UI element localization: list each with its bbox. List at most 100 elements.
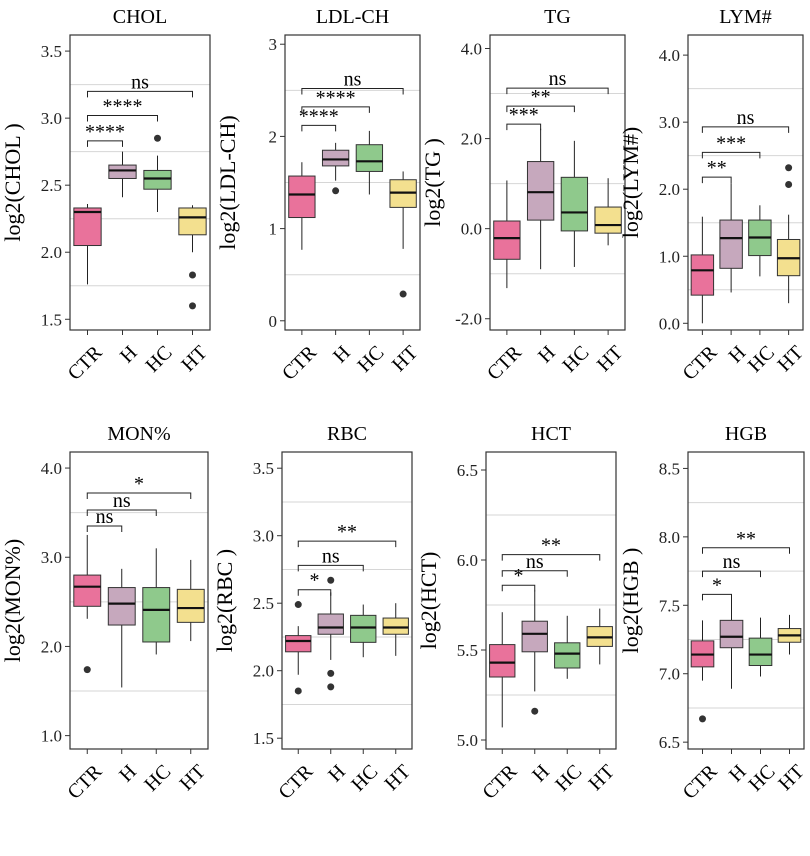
significance-bracket: ****	[87, 95, 158, 122]
y-tick-label: 2.0	[253, 662, 274, 681]
y-axis-label: log2(LYM#)	[618, 127, 643, 238]
panel-title: RBC	[327, 423, 367, 445]
significance-label: ns	[526, 551, 544, 573]
x-tick-label: HC	[353, 342, 388, 377]
y-tick-label: 8.5	[659, 459, 680, 478]
box-h	[521, 590, 548, 715]
y-axis-label: log2(HGB )	[618, 548, 643, 654]
box-hc	[350, 604, 377, 658]
box-body	[554, 642, 581, 669]
box-ctr	[73, 203, 102, 285]
significance-label: *	[712, 574, 722, 596]
significance-bracket: ns	[297, 545, 364, 572]
box-body	[107, 587, 136, 626]
box-body	[321, 149, 350, 167]
outlier-point	[294, 687, 302, 695]
x-tick-label: HT	[593, 342, 627, 376]
box-hc	[554, 615, 581, 679]
significance-label: ns	[549, 68, 567, 90]
bracket-line	[501, 570, 568, 577]
box-ctr	[73, 534, 102, 674]
significance-bracket: ns	[87, 71, 193, 98]
y-tick-label: 2.5	[253, 594, 274, 613]
x-tick-label: CTR	[478, 760, 522, 804]
bracket-line	[702, 570, 761, 578]
panel-title: HCT	[531, 423, 571, 445]
y-tick-label: 1.0	[659, 247, 680, 266]
y-axis-label: log2(MON%)	[0, 539, 25, 662]
box-body	[285, 635, 312, 653]
box-ctr	[493, 180, 521, 289]
significance-bracket: ns	[701, 107, 790, 133]
x-tick-label: CTR	[483, 341, 527, 385]
significance-bracket: ****	[299, 105, 339, 132]
significance-bracket: ***	[506, 104, 542, 131]
x-tick-label: HC	[347, 761, 382, 796]
significance-bracket: ns	[86, 506, 123, 533]
y-tick-label: 3.0	[659, 113, 680, 132]
y-tick-label: 3.0	[41, 109, 62, 128]
box-ht	[178, 205, 207, 310]
y-tick-label: 2.0	[659, 180, 680, 199]
significance-bracket: ns	[301, 68, 404, 95]
panel-ldl-ch: LDL-CH 0 1 2 3 log2(LDL-CH) CTR HHC HT ********ns	[215, 6, 422, 385]
box-body	[288, 175, 316, 219]
panel-frame	[69, 34, 211, 331]
box-body	[493, 220, 521, 260]
bracket-line	[87, 140, 123, 147]
y-tick-label: 2.0	[41, 637, 62, 656]
significance-label: **	[541, 535, 561, 557]
significance-bracket: **	[702, 528, 790, 554]
outlier-point	[294, 601, 302, 609]
box-body	[719, 619, 744, 649]
outlier-point	[327, 576, 335, 584]
panel-frame	[687, 34, 804, 331]
y-tick-label: 0	[269, 312, 278, 331]
bracket-line	[701, 151, 761, 159]
y-axis-label: log2(LDL-CH)	[215, 115, 240, 249]
x-tick-label: H	[329, 342, 355, 368]
significance-label: *	[134, 473, 144, 495]
significance-bracket: *	[297, 570, 332, 596]
x-tick-label: H	[528, 761, 554, 787]
significance-bracket: ns	[702, 551, 761, 578]
box-body	[73, 574, 102, 607]
outlier-point	[531, 707, 539, 715]
y-tick-label: 6.0	[457, 551, 478, 570]
y-tick-label: 4.0	[461, 40, 482, 59]
box-body	[108, 164, 137, 179]
box-body	[143, 169, 172, 190]
significance-label: ***	[509, 104, 539, 126]
box-h	[108, 151, 137, 198]
bracket-line	[702, 547, 790, 554]
outlier-point	[699, 715, 706, 723]
bracket-line	[301, 124, 337, 132]
y-tick-label: 8.0	[659, 528, 680, 547]
y-tick-label: 3.0	[41, 548, 62, 567]
x-tick-label: HC	[558, 342, 593, 377]
panel-title: MON%	[107, 423, 170, 445]
panel-title: HGB	[725, 423, 767, 445]
significance-label: ns	[96, 506, 114, 528]
box-h	[526, 128, 555, 270]
x-tick-label: H	[115, 761, 141, 787]
x-tick-label: CTR	[678, 341, 722, 385]
y-tick-label: 5.0	[457, 731, 478, 750]
box-hc	[748, 617, 773, 677]
bracket-line	[86, 492, 192, 500]
bracket-line	[87, 90, 193, 98]
significance-label: **	[337, 521, 357, 543]
outlier-point	[785, 164, 793, 172]
significance-bracket: **	[501, 535, 601, 561]
x-tick-label: HT	[584, 761, 618, 795]
box-h	[719, 598, 744, 689]
y-tick-label: 7.0	[659, 665, 680, 684]
panel-chol: CHOL 1.5 2.0 2.5 3.0 3.5 log2(CHOL ) CTR H HC HT **…	[0, 6, 212, 385]
bracket-line	[301, 87, 404, 95]
box-ht	[586, 608, 613, 665]
